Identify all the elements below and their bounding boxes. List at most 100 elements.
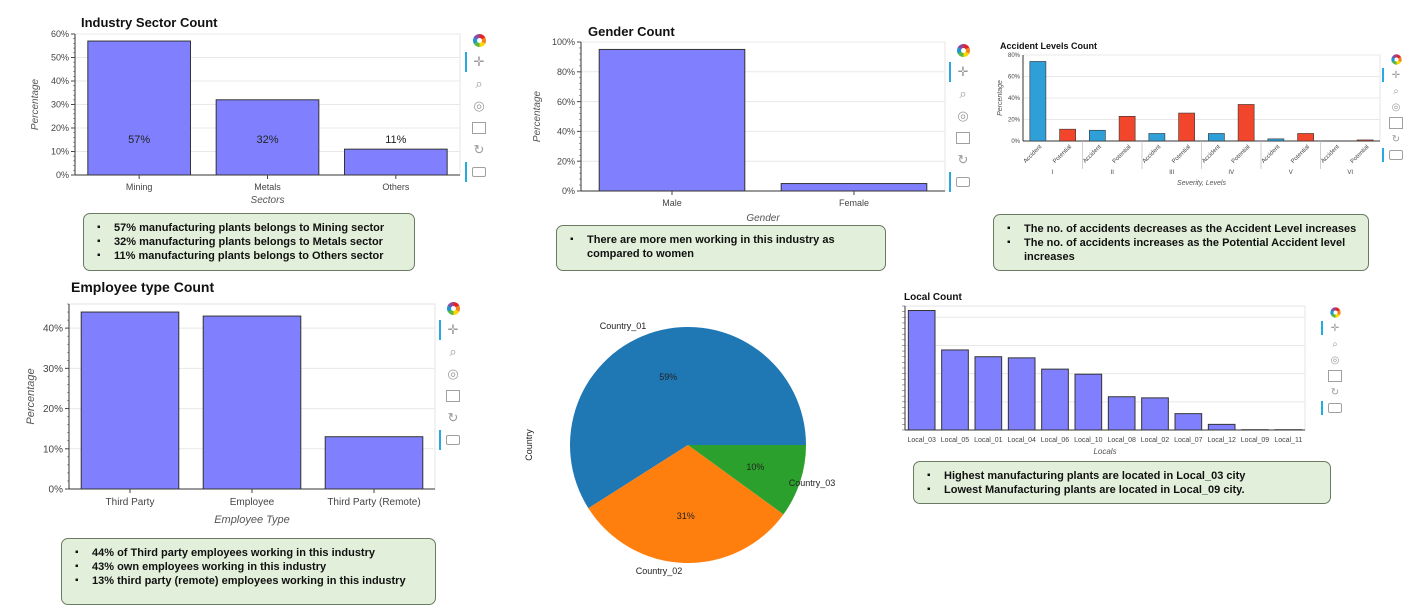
industry-note: 57% manufacturing plants belongs to Mini…	[83, 213, 415, 271]
pan-icon[interactable]: ✛	[957, 64, 969, 79]
x-group-label: I	[1052, 170, 1054, 176]
bar	[1041, 368, 1069, 431]
active-tool-indicator	[949, 62, 951, 82]
y-tick-label: 0%	[1011, 139, 1020, 145]
hover-icon[interactable]	[1324, 401, 1346, 415]
employee-chart-svg: 0% 10% 20% 30% 40% Third Party Employee Third P…	[25, 303, 436, 526]
hover-icon[interactable]	[442, 430, 464, 450]
save-icon[interactable]	[1385, 116, 1407, 130]
y-axis-label: Percentage	[30, 78, 41, 130]
x-axis-label: Gender	[746, 213, 780, 224]
bar	[1118, 115, 1136, 142]
box-zoom-icon[interactable]: ⌕	[1332, 338, 1338, 350]
x-subcategory-label: Accident	[1201, 144, 1222, 165]
bokeh-logo-icon[interactable]	[442, 298, 464, 318]
wheel-zoom-icon[interactable]: ◎	[1391, 101, 1401, 113]
bar	[324, 436, 424, 490]
box-zoom-icon[interactable]: ⌕	[475, 76, 483, 91]
box-zoom-icon[interactable]: ⌕	[959, 86, 967, 101]
x-axis-label: Severity, Levels	[1177, 180, 1226, 187]
x-group-label: IV	[1228, 170, 1234, 176]
y-tick-label: 30%	[51, 100, 69, 110]
bokeh-logo-icon[interactable]	[952, 40, 974, 60]
x-tick-label: Local_12	[1207, 437, 1236, 444]
x-subcategory-label: Potential	[1171, 144, 1192, 165]
bokeh-logo-icon[interactable]	[468, 30, 490, 50]
pie-data-label: 10%	[746, 462, 764, 472]
x-tick-label: Local_08	[1107, 437, 1136, 444]
x-tick-label: Employee	[230, 497, 275, 508]
accident-note: The no. of accidents decreases as the Ac…	[993, 214, 1369, 271]
reset-icon[interactable]: ↻	[1330, 386, 1340, 398]
y-tick-label: 100%	[552, 37, 575, 47]
note-item: Lowest Manufacturing plants are located …	[924, 483, 1320, 497]
pan-icon[interactable]: ✛	[473, 54, 485, 69]
pan-icon[interactable]: ✛	[447, 322, 459, 337]
y-tick-label: 0%	[562, 186, 575, 196]
bar	[344, 148, 448, 176]
active-tool-indicator	[1321, 321, 1323, 335]
y-tick-label: 0%	[49, 485, 64, 496]
y-axis-label: Percentage	[532, 90, 543, 142]
wheel-zoom-icon[interactable]: ◎	[473, 98, 485, 113]
save-icon[interactable]	[442, 386, 464, 406]
hover-icon[interactable]	[468, 162, 490, 182]
bar	[1148, 133, 1166, 142]
bar	[1356, 139, 1374, 142]
box-zoom-icon[interactable]: ⌕	[1393, 85, 1399, 97]
save-icon[interactable]	[952, 128, 974, 148]
x-tick-label: Local_05	[941, 437, 970, 444]
reset-icon[interactable]: ↻	[473, 142, 485, 157]
x-tick-label: Local_09	[1241, 437, 1270, 444]
y-tick-label: 60%	[1008, 75, 1021, 81]
y-tick-label: 60%	[557, 97, 575, 107]
y-tick-label: 60%	[51, 29, 69, 39]
x-group-label: VI	[1347, 170, 1353, 176]
box-zoom-icon[interactable]: ⌕	[449, 344, 457, 359]
pan-icon[interactable]: ✛	[1330, 322, 1340, 334]
pie-category-label: Country_02	[636, 566, 683, 576]
bar	[1089, 129, 1106, 142]
x-subcategory-label: Potential	[1052, 144, 1073, 165]
active-tool-indicator	[439, 320, 441, 340]
hover-icon[interactable]	[1385, 148, 1407, 162]
local-count-chart: Local Count Local_03 Local_05 Local_01 Loca…	[895, 291, 1365, 461]
x-tick-label: Female	[839, 198, 869, 208]
note-item: 57% manufacturing plants belongs to Mini…	[94, 221, 404, 235]
bokeh-logo-icon[interactable]	[1324, 305, 1346, 319]
y-tick-label: 30%	[43, 364, 63, 375]
bokeh-logo-icon[interactable]	[1385, 52, 1407, 66]
chart-title: Gender Count	[588, 24, 675, 39]
reset-icon[interactable]: ↻	[447, 410, 459, 425]
y-tick-label: 40%	[51, 76, 69, 86]
y-tick-label: 20%	[1008, 118, 1021, 124]
wheel-zoom-icon[interactable]: ◎	[447, 366, 459, 381]
note-item: The no. of accidents increases as the Po…	[1004, 236, 1358, 264]
x-axis-label: Locals	[1093, 447, 1116, 456]
wheel-zoom-icon[interactable]: ◎	[957, 108, 969, 123]
reset-icon[interactable]: ↻	[1391, 133, 1401, 145]
note-item: 32% manufacturing plants belongs to Meta…	[94, 235, 404, 249]
save-icon[interactable]	[468, 118, 490, 138]
bar	[1074, 373, 1103, 431]
save-icon[interactable]	[1324, 369, 1346, 383]
x-subcategory-label: Accident	[1261, 144, 1282, 165]
x-tick-label: Mining	[126, 182, 153, 192]
bar	[1178, 112, 1195, 142]
pie-category-label: Country_01	[600, 321, 647, 331]
bar	[1007, 357, 1036, 431]
x-subcategory-label: Potential	[1350, 144, 1371, 165]
note-item: Highest manufacturing plants are located…	[924, 469, 1320, 483]
employee-type-chart: Employee type Count 0% 10% 20% 30% 40% Third …	[25, 276, 475, 534]
x-tick-label: Male	[662, 198, 682, 208]
gender-chart: Gender Count 0% 20% 40% 60% 80% 100% Male Femal…	[525, 20, 975, 225]
pan-icon[interactable]: ✛	[1391, 69, 1401, 81]
bar	[1059, 128, 1076, 142]
bar	[1174, 413, 1203, 431]
hover-icon[interactable]	[952, 172, 974, 192]
plot-area	[904, 305, 1306, 431]
wheel-zoom-icon[interactable]: ◎	[1330, 354, 1340, 366]
reset-icon[interactable]: ↻	[957, 152, 969, 167]
y-tick-label: 50%	[51, 53, 69, 63]
x-subcategory-label: Accident	[1023, 144, 1044, 165]
